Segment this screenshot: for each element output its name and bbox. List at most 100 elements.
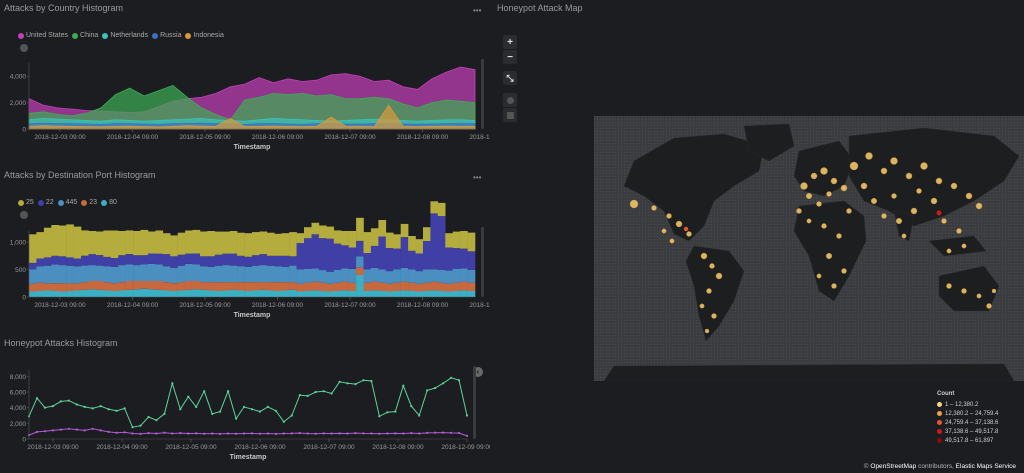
- bar-segment-port-445: [296, 269, 305, 284]
- legend-toggle-icon[interactable]: ‹: [473, 367, 483, 377]
- line-point: [434, 431, 437, 434]
- attack-marker: [975, 202, 983, 210]
- attack-marker: [666, 213, 672, 219]
- map-legend-swatch: [937, 411, 942, 416]
- legend-item[interactable]: Indonesia: [185, 32, 224, 39]
- bar-segment-port-445: [266, 265, 275, 283]
- bar-segment-port-23: [370, 281, 379, 291]
- bar-segment-port-80: [88, 289, 97, 297]
- y-tick-label: 8,000: [10, 374, 27, 381]
- bar-segment-port-445: [170, 267, 178, 284]
- line-point: [322, 390, 325, 393]
- x-tick-label: 2018-12-09 09:00: [469, 302, 490, 309]
- attack-marker: [901, 233, 907, 239]
- ems-link[interactable]: Elastic Maps Service: [955, 463, 1016, 470]
- legend-item[interactable]: Russia: [152, 32, 181, 39]
- honeypot-panel: Honeypot Attacks Histogram ‹ 0 2,000 4,000…: [0, 335, 490, 473]
- bar-segment-port-23: [341, 281, 349, 291]
- bar-segment-port-445: [125, 264, 134, 281]
- bar-segment-port-445: [304, 269, 312, 283]
- bar-segment-port-22: [222, 253, 230, 266]
- y-tick-label: 4,000: [10, 74, 27, 81]
- legend-item[interactable]: United States: [18, 32, 68, 39]
- legend-label: 25: [26, 199, 34, 206]
- bar-segment-port-25: [140, 229, 149, 256]
- bar-segment-port-25: [460, 231, 468, 249]
- legend-swatch: [101, 199, 108, 206]
- port-panel-menu-icon[interactable]: •••: [473, 173, 482, 182]
- bar-segment-port-23: [363, 282, 372, 291]
- legend-item[interactable]: China: [72, 32, 98, 39]
- line-point: [386, 432, 389, 435]
- bar-segment-port-22: [95, 255, 104, 266]
- x-tick-label: 2018-12-03 09:00: [34, 134, 86, 141]
- draw-rectangle-tool-icon[interactable]: [503, 108, 517, 122]
- country-legend: United States China Netherlands Russia Indon…: [18, 32, 224, 39]
- line-point: [219, 410, 222, 413]
- bar-segment-port-25: [304, 227, 312, 239]
- legend-item[interactable]: Netherlands: [102, 32, 148, 39]
- zoom-out-button[interactable]: −: [503, 50, 517, 64]
- bar-segment-port-25: [252, 232, 260, 256]
- legend-item[interactable]: 25: [18, 199, 34, 206]
- map-legend-item: 12,380.2 – 24,759.4: [937, 409, 1019, 418]
- bar-segment-port-25: [222, 231, 230, 254]
- line-series-1: [28, 428, 468, 437]
- zoom-in-button[interactable]: +: [503, 35, 517, 49]
- line-point: [155, 432, 158, 435]
- fit-bounds-button[interactable]: ⤡: [503, 71, 517, 85]
- line-point: [266, 405, 269, 408]
- x-axis-title: Timestamp: [230, 454, 267, 461]
- bar-segment-port-445: [214, 265, 223, 283]
- x-tick-label: 2018-12-04 09:00: [107, 134, 159, 141]
- bar-segment-port-25: [445, 233, 453, 248]
- draw-circle-tool-icon[interactable]: [503, 93, 517, 107]
- line-point: [418, 432, 421, 435]
- osm-link[interactable]: OpenStreetMap: [870, 463, 917, 470]
- bar-segment-port-445: [393, 269, 401, 283]
- bar-segment-port-25: [430, 201, 439, 214]
- bar-segment-port-25: [341, 231, 349, 246]
- country-area-chart: 0 2,000 4,000 2018-12-03 09:00 2018-12-04 09…: [10, 44, 490, 151]
- bar-segment-port-23: [289, 282, 297, 290]
- line-point: [274, 432, 277, 435]
- legend-item[interactable]: 445: [57, 199, 77, 206]
- y-tick-label: 0: [22, 437, 26, 444]
- x-tick-label: 2018-12-04 09:00: [107, 302, 159, 309]
- bar-segment-port-22: [229, 253, 238, 266]
- line-point: [67, 399, 70, 402]
- legend-item[interactable]: 80: [101, 199, 117, 206]
- country-panel: Attacks by Country Histogram ••• United …: [0, 0, 490, 160]
- country-panel-menu-icon[interactable]: •••: [473, 6, 482, 15]
- bar-segment-port-22: [88, 254, 97, 266]
- attack-marker: [910, 207, 918, 215]
- bar-segment-port-25: [162, 233, 171, 255]
- bar-segment-port-80: [356, 275, 364, 297]
- bar-segment-port-25: [81, 230, 89, 256]
- legend-item[interactable]: 22: [37, 199, 54, 206]
- world-map[interactable]: [594, 116, 1024, 381]
- attack-marker: [810, 172, 818, 180]
- line-point: [43, 430, 47, 433]
- bar-segment-port-22: [207, 256, 216, 267]
- bar-segment-port-80: [140, 288, 149, 298]
- x-tick-label: 2018-12-05 09:00: [165, 444, 217, 451]
- line-point: [83, 429, 86, 432]
- legend-item[interactable]: 23: [81, 199, 97, 206]
- legend-swatch: [72, 32, 79, 39]
- line-point: [155, 419, 158, 422]
- line-point: [450, 376, 453, 379]
- bar-segment-port-445: [333, 270, 342, 283]
- bar-segment-port-25: [88, 231, 97, 255]
- bar-segment-port-23: [95, 281, 104, 290]
- attack-marker: [706, 288, 712, 294]
- line-point: [457, 379, 461, 382]
- x-tick-label: 2018-12-06 09:00: [252, 134, 304, 141]
- bar-segment-port-25: [266, 232, 275, 256]
- attack-marker: [805, 192, 812, 199]
- bar-segment-port-22: [333, 243, 342, 270]
- x-tick-label: 2018-12-04 09:00: [96, 444, 148, 451]
- attack-marker: [816, 201, 822, 207]
- bar-segment-port-80: [393, 291, 401, 297]
- bar-segment-port-22: [200, 256, 208, 267]
